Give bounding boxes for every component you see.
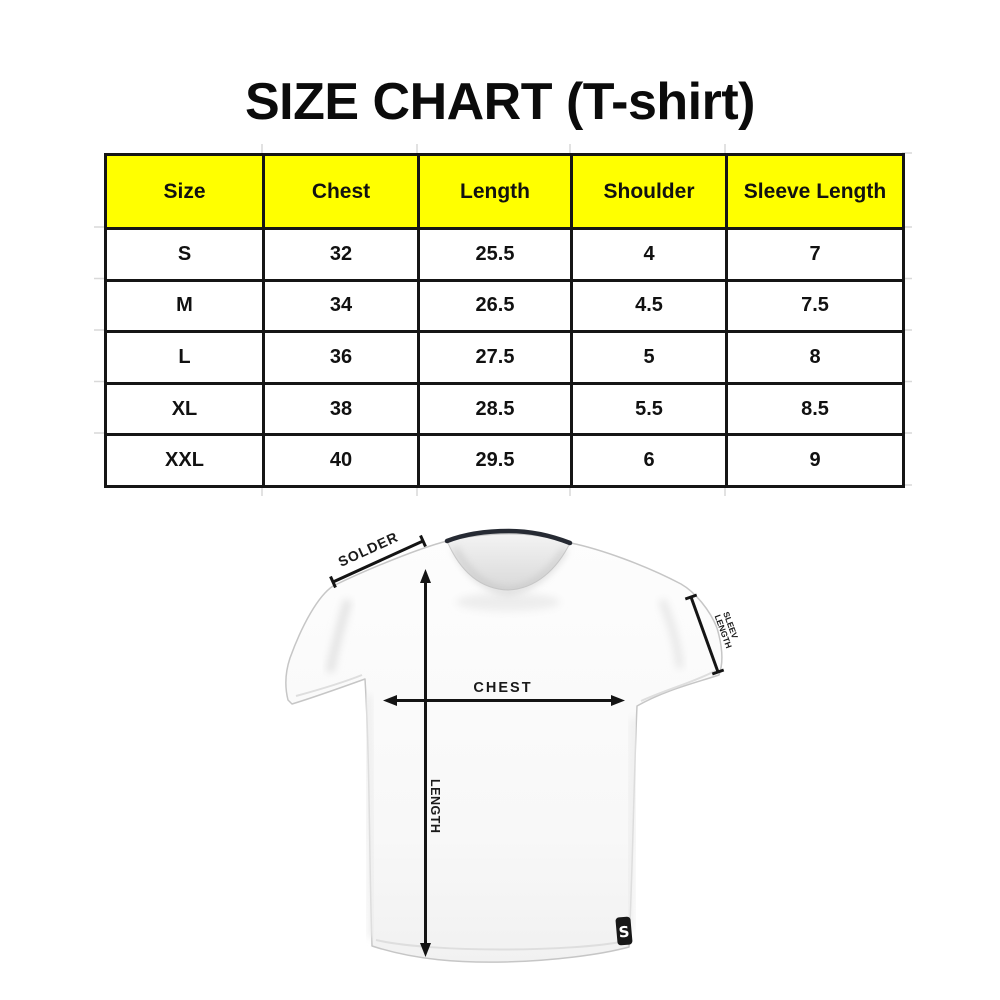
brand-tag: S bbox=[615, 916, 633, 946]
length-measure-label: LENGTH bbox=[428, 779, 442, 833]
size-chart-table: Size Chest Length Shoulder Sleeve Length… bbox=[104, 153, 905, 488]
table-cell: XL bbox=[104, 381, 265, 437]
chest-arrowhead-left bbox=[383, 695, 397, 706]
table-cell: 29.5 bbox=[417, 433, 573, 488]
sleeve-measure-line bbox=[684, 593, 725, 676]
chest-measure-arrow bbox=[383, 695, 625, 706]
col-header-chest: Chest bbox=[262, 153, 420, 230]
table-cell: 7.5 bbox=[725, 278, 905, 334]
table-cell: 27.5 bbox=[417, 330, 573, 385]
table-row: M 34 26.5 4.5 7.5 bbox=[104, 278, 905, 334]
table-cell: 4 bbox=[570, 227, 728, 282]
col-header-size: Size bbox=[104, 153, 265, 230]
chest-arrowhead-right bbox=[611, 695, 625, 706]
table-cell: 38 bbox=[262, 381, 420, 437]
table-row: L 36 27.5 5 8 bbox=[104, 330, 905, 385]
table-cell: 8.5 bbox=[725, 381, 905, 437]
chest-measure-label: CHEST bbox=[473, 680, 532, 696]
table-row: XL 38 28.5 5.5 8.5 bbox=[104, 381, 905, 437]
col-header-length: Length bbox=[417, 153, 573, 230]
table-cell: 8 bbox=[725, 330, 905, 385]
table-row: XXL 40 29.5 6 9 bbox=[104, 433, 905, 488]
neck-inner-shadow bbox=[452, 546, 568, 594]
table-cell: 36 bbox=[262, 330, 420, 385]
length-arrowhead-bottom bbox=[420, 943, 431, 957]
col-header-sleeve-length: Sleeve Length bbox=[725, 153, 905, 230]
page-title: SIZE CHART (T-shirt) bbox=[245, 73, 755, 131]
table-cell: 7 bbox=[725, 227, 905, 282]
tshirt-measurement-diagram: S SOLDER LENGTH CHEST SLEEV bbox=[285, 528, 740, 963]
table-cell: XXL bbox=[104, 433, 265, 488]
table-header-row: Size Chest Length Shoulder Sleeve Length bbox=[104, 153, 905, 230]
col-header-shoulder: Shoulder bbox=[570, 153, 728, 230]
shirt-seams bbox=[295, 670, 716, 951]
table-cell: 32 bbox=[262, 227, 420, 282]
table-cell: 34 bbox=[262, 278, 420, 334]
table-cell: L bbox=[104, 330, 265, 385]
length-arrowhead-top bbox=[420, 569, 431, 583]
table-cell: 5.5 bbox=[570, 381, 728, 437]
table-cell: 26.5 bbox=[417, 278, 573, 334]
table-cell: 25.5 bbox=[417, 227, 573, 282]
table-cell: 5 bbox=[570, 330, 728, 385]
brand-tag-glyph: S bbox=[618, 923, 630, 942]
length-measure-arrow bbox=[420, 569, 431, 957]
tshirt-body bbox=[285, 532, 723, 963]
shoulder-measure-line bbox=[329, 534, 427, 589]
table-cell: 28.5 bbox=[417, 381, 573, 437]
table-row: S 32 25.5 4 7 bbox=[104, 227, 905, 282]
shirt-shading bbox=[326, 593, 684, 939]
table-cell: S bbox=[104, 227, 265, 282]
collar-band bbox=[444, 528, 573, 546]
table-cell: 6 bbox=[570, 433, 728, 488]
table-cell: 40 bbox=[262, 433, 420, 488]
table-cell: M bbox=[104, 278, 265, 334]
table-cell: 4.5 bbox=[570, 278, 728, 334]
table-cell: 9 bbox=[725, 433, 905, 488]
